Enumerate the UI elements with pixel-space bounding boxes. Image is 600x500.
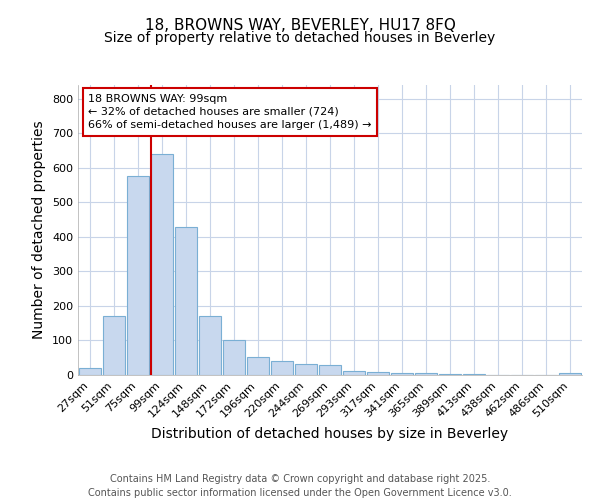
Bar	[103, 316, 125, 375]
Bar	[415, 374, 437, 375]
Bar	[175, 226, 197, 375]
Bar	[247, 357, 269, 375]
X-axis label: Distribution of detached houses by size in Beverley: Distribution of detached houses by size …	[151, 427, 509, 441]
Bar	[367, 372, 389, 375]
Bar	[559, 374, 581, 375]
Bar	[271, 361, 293, 375]
Bar	[151, 154, 173, 375]
Bar	[79, 368, 101, 375]
Text: Contains HM Land Registry data © Crown copyright and database right 2025.
Contai: Contains HM Land Registry data © Crown c…	[88, 474, 512, 498]
Text: Size of property relative to detached houses in Beverley: Size of property relative to detached ho…	[104, 31, 496, 45]
Text: 18, BROWNS WAY, BEVERLEY, HU17 8FQ: 18, BROWNS WAY, BEVERLEY, HU17 8FQ	[145, 18, 455, 32]
Bar	[199, 316, 221, 375]
Bar	[295, 364, 317, 375]
Bar	[439, 374, 461, 375]
Bar	[127, 176, 149, 375]
Bar	[391, 374, 413, 375]
Bar	[343, 371, 365, 375]
Y-axis label: Number of detached properties: Number of detached properties	[32, 120, 46, 340]
Bar	[463, 374, 485, 375]
Text: 18 BROWNS WAY: 99sqm
← 32% of detached houses are smaller (724)
66% of semi-deta: 18 BROWNS WAY: 99sqm ← 32% of detached h…	[88, 94, 371, 130]
Bar	[223, 340, 245, 375]
Bar	[319, 364, 341, 375]
